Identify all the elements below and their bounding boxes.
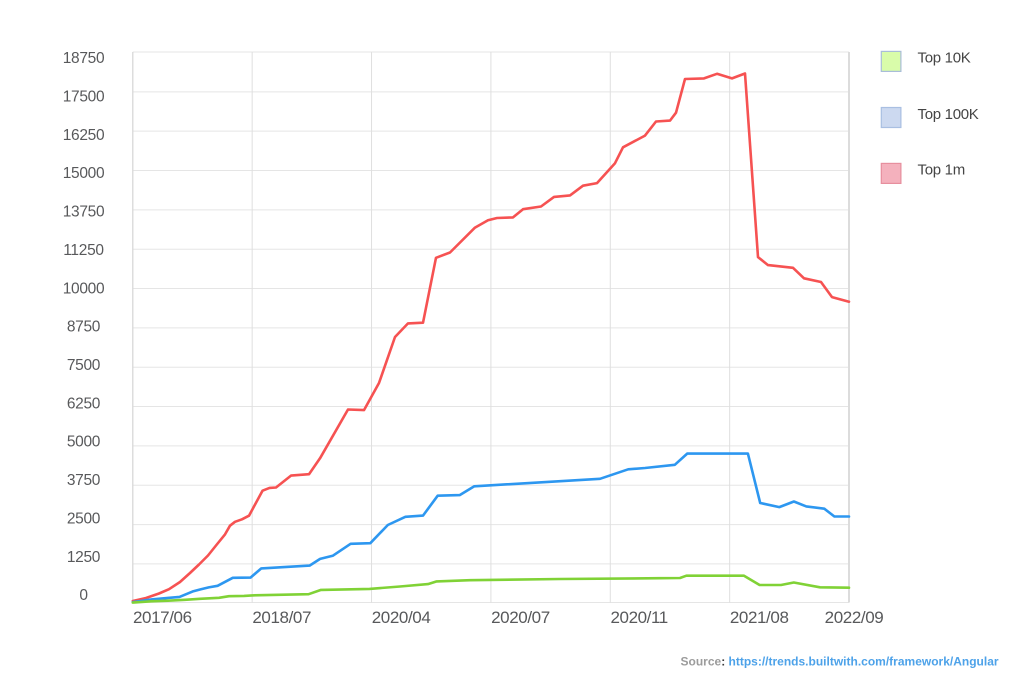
- svg-text:Top 1m: Top 1m: [918, 162, 965, 179]
- svg-text:7500: 7500: [67, 357, 101, 374]
- svg-text:0: 0: [79, 587, 88, 604]
- svg-text:17500: 17500: [63, 88, 105, 105]
- svg-text:2020/04: 2020/04: [372, 608, 431, 627]
- svg-text:Top 10K: Top 10K: [918, 50, 971, 67]
- svg-text:1250: 1250: [67, 549, 101, 566]
- svg-text:11250: 11250: [63, 242, 104, 259]
- svg-text:2021/08: 2021/08: [730, 608, 789, 627]
- svg-text:5000: 5000: [67, 434, 101, 451]
- svg-text:2017/06: 2017/06: [133, 608, 192, 627]
- svg-text:15000: 15000: [63, 165, 105, 182]
- svg-text:6250: 6250: [67, 395, 101, 412]
- svg-text:3750: 3750: [67, 472, 101, 489]
- svg-text:8750: 8750: [67, 319, 101, 336]
- svg-text:13750: 13750: [63, 204, 105, 221]
- svg-text:16250: 16250: [63, 127, 105, 144]
- svg-text:18750: 18750: [63, 50, 105, 67]
- svg-text:Top 100K: Top 100K: [918, 106, 979, 123]
- svg-text:2020/11: 2020/11: [610, 608, 667, 627]
- svg-text:2500: 2500: [67, 510, 101, 527]
- svg-text:2018/07: 2018/07: [252, 608, 311, 627]
- svg-text:2020/07: 2020/07: [491, 608, 550, 627]
- svg-text:2022/09: 2022/09: [825, 608, 884, 627]
- svg-text:Source: https://trends.builtwi: Source: https://trends.builtwith.com/fra…: [681, 654, 999, 668]
- svg-text:10000: 10000: [63, 280, 105, 297]
